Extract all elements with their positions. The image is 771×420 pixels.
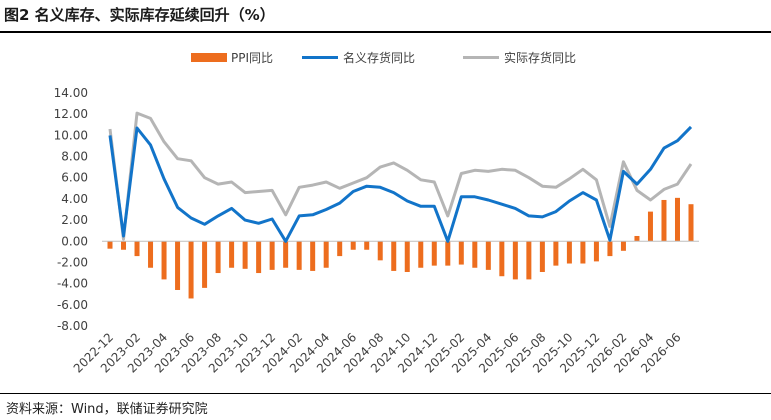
ppi-bar (161, 241, 167, 280)
ppi-bar (553, 241, 559, 266)
ppi-bar (539, 241, 545, 272)
ppi-bar (296, 241, 302, 270)
ppi-bar (215, 241, 221, 274)
y-tick-label: 6.00 (61, 171, 88, 185)
ppi-bar (418, 241, 424, 268)
ppi-bar (512, 241, 518, 280)
ppi-bar (242, 241, 248, 269)
ppi-bar (593, 241, 599, 262)
ppi-bar (256, 241, 262, 274)
ppi-bar (175, 241, 181, 290)
ppi-bar (458, 241, 464, 265)
ppi-bar (391, 241, 397, 271)
ppi-bar (620, 241, 626, 251)
y-tick-label: -2.00 (57, 255, 88, 269)
nominal-inventory-line (108, 125, 693, 243)
y-tick-label: 2.00 (61, 213, 88, 227)
ppi-bar (377, 241, 383, 261)
ppi-bar (445, 241, 451, 266)
ppi-bar (337, 241, 343, 257)
ppi-bar (647, 211, 653, 242)
ppi-bar (202, 241, 208, 288)
ppi-bar (283, 241, 289, 268)
legend-label-ppi: PPI同比 (231, 51, 273, 65)
ppi-bar (607, 241, 613, 257)
y-tick-label: -4.00 (57, 277, 88, 291)
chart-svg: PPI同比 名义存货同比 实际存货同比 14.00 12.00 10.00 8.00 6… (54, 50, 699, 376)
y-tick-label: 0.00 (61, 234, 88, 248)
ppi-bar (107, 241, 113, 249)
y-tick-label: 12.00 (54, 107, 88, 121)
ppi-bar (485, 241, 491, 270)
y-axis-ticks: 14.00 12.00 10.00 8.00 6.00 4.00 2.00 0.00 -2.00… (54, 86, 88, 333)
y-tick-label: 14.00 (54, 86, 88, 100)
x-axis-ticks: 2022-122023-022023-042023-062023-082023-… (71, 330, 684, 375)
legend-label-nominal: 名义存货同比 (343, 50, 415, 65)
ppi-bar (661, 199, 667, 242)
source-divider (0, 393, 771, 394)
ppi-bar (674, 197, 680, 242)
ppi-bar (350, 241, 356, 250)
chart-legend: PPI同比 名义存货同比 实际存货同比 (191, 50, 576, 65)
ppi-bar (188, 241, 194, 299)
ppi-bar (134, 241, 140, 257)
y-tick-label: -6.00 (57, 298, 88, 312)
ppi-bar (688, 204, 694, 242)
title-divider (0, 31, 771, 33)
real-inventory-line (108, 111, 693, 241)
y-tick-label: 10.00 (54, 128, 88, 142)
legend-label-real: 实际存货同比 (504, 50, 576, 65)
ppi-bar (121, 241, 127, 250)
ppi-bar (404, 241, 410, 272)
ppi-bar (364, 241, 370, 250)
ppi-bar (472, 241, 478, 268)
ppi-bar (499, 241, 505, 277)
figure-title: 图2 名义库存、实际库存延续回升（%） (4, 6, 275, 24)
series-lines (108, 111, 693, 243)
ppi-bars (107, 197, 694, 299)
source-note: 资料来源：Wind，联储证券研究院 (6, 402, 208, 417)
ppi-bar (526, 241, 532, 280)
ppi-bar (566, 241, 572, 264)
ppi-bar (310, 241, 316, 271)
ppi-bar (580, 241, 586, 264)
ppi-bar (229, 241, 235, 268)
ppi-bar (148, 241, 154, 268)
ppi-bar (323, 241, 329, 268)
legend-swatch-ppi (191, 53, 227, 62)
ppi-bar (634, 235, 640, 242)
ppi-bar (269, 241, 275, 270)
y-tick-label: -8.00 (57, 319, 88, 333)
y-tick-label: 4.00 (61, 192, 88, 206)
ppi-bar (431, 241, 437, 266)
y-tick-label: 8.00 (61, 150, 88, 164)
